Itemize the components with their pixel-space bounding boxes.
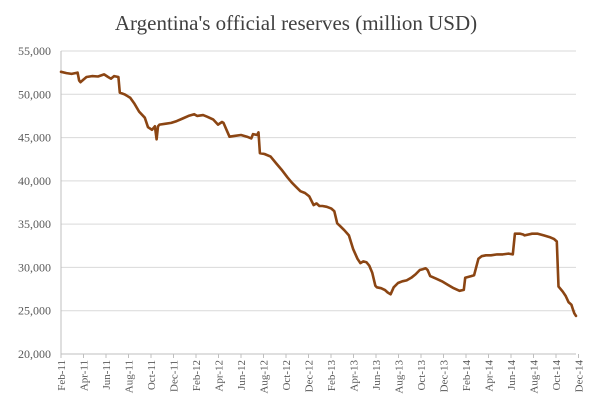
x-tick-label: Dec-14 [574,360,586,393]
series-line [59,70,578,318]
x-tick-label: Dec-11 [169,360,181,392]
x-tick-label: Feb-12 [191,360,203,391]
gridlines [61,50,576,312]
x-tick-label: Dec-13 [439,360,451,393]
series-layer [59,70,578,318]
y-tick-label: 45,000 [18,131,51,145]
x-tick-label: Apr-13 [349,360,361,392]
y-tick-label: 25,000 [18,304,51,318]
y-tick-label: 35,000 [18,217,51,231]
x-tick-label: Aug-12 [259,360,271,394]
x-tick-label: Aug-14 [529,360,541,394]
x-tick-label: Oct-13 [416,360,428,391]
chart-title: Argentina's official reserves (million U… [115,11,477,35]
x-tick-label: Apr-11 [79,360,91,391]
y-tick-label: 30,000 [18,260,51,274]
x-tick-label: Jun-11 [101,360,113,390]
x-tick-label: Jun-13 [371,360,383,390]
x-tick-label: Feb-11 [56,360,68,391]
y-tick-label: 20,000 [18,347,51,361]
x-tick-label: Feb-14 [461,360,473,392]
x-tick-label: Oct-12 [281,360,293,391]
y-tick-label: 40,000 [18,174,51,188]
x-tick-label: Aug-13 [394,360,406,394]
x-tick-label: Dec-12 [304,360,316,392]
x-tick-label: Apr-12 [214,360,226,392]
x-tick-label: Jun-12 [236,360,248,390]
x-tick-label: Jun-14 [506,360,518,390]
x-tick-label: Feb-13 [326,360,338,392]
y-tick-label: 50,000 [18,87,51,101]
x-tick-label: Apr-14 [484,360,496,392]
y-tick-labels: 20,000 25,000 30,000 35,000 40,000 45,000 50,0… [18,44,51,361]
y-tick-label: 55,000 [18,44,51,58]
x-tick-label: Oct-11 [146,360,158,390]
x-tick-label: Aug-11 [124,360,136,393]
x-tick-label: Oct-14 [551,360,563,391]
x-tick-labels: Feb-11 Apr-11 Jun-11 Aug-11 Oct-11 Dec-11 Feb-… [56,354,586,394]
